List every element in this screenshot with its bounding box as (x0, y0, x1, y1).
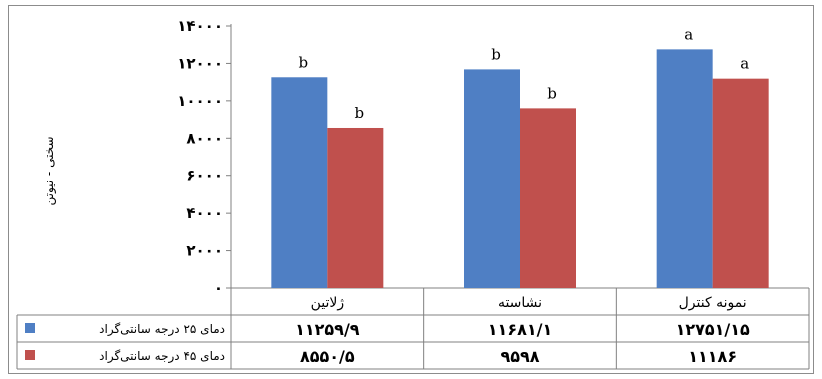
series-name: دمای ۲۵ درجه سانتی‌گراد (99, 322, 225, 337)
legend-swatch (25, 350, 35, 360)
category-label: ژلاتین (311, 295, 345, 311)
y-tick-label: ٢٠٠٠ (186, 242, 223, 260)
y-tick-label: ٨٠٠٠ (186, 129, 223, 147)
bar (712, 78, 769, 288)
table-value: ١١١٨۶ (688, 347, 737, 366)
bar (656, 49, 713, 288)
y-tick-label: ۶٠٠٠ (186, 167, 223, 185)
table-value: ٨۵۵٠/۵ (300, 347, 355, 366)
bar (520, 108, 576, 289)
table-value: ٩۵٩٨ (500, 347, 539, 366)
table-value: ١١٢۵٩/٩ (295, 320, 360, 339)
y-tick-label: ١٢٠٠٠ (177, 54, 223, 72)
y-tick-label: ١۴٠٠٠ (177, 17, 223, 35)
category-label: نمونه کنترل (679, 295, 747, 311)
bar-chart: ٠ ٢٠٠٠ ۴٠٠٠ ۶٠٠٠ ٨٠٠٠ ١٠٠٠٠ ١٢٠٠٠ ١۴٠٠٠ ژلاتین نش… (16, 17, 810, 370)
table-value: ١٢٧۵١/١۵ (676, 320, 750, 339)
significance-letter: a (740, 55, 749, 73)
y-tick-label: ١٠٠٠٠ (177, 92, 223, 110)
category-label: نشاسته (498, 295, 542, 311)
y-tick-label: ٠ (214, 279, 223, 297)
significance-letter: a (684, 25, 693, 43)
bar (327, 127, 384, 289)
significance-letter: b (547, 84, 557, 102)
legend-swatch (25, 323, 35, 333)
bar (464, 69, 520, 288)
significance-letter: b (491, 45, 501, 63)
series-name: دمای ۴۵ درجه سانتی‌گراد (99, 349, 225, 364)
y-tick-label: ۴٠٠٠ (186, 204, 223, 222)
table-value: ١١۶٨١/١ (488, 320, 552, 339)
chart-frame: سختی - نیوتن ٠ ٢٠٠٠ ۴٠٠٠ ۶٠٠٠ ٨٠٠٠ ١٠٠٠٠ ١٢٠٠٠… (8, 5, 814, 374)
significance-letter: b (299, 53, 309, 71)
bar (271, 77, 328, 288)
significance-letter: b (355, 104, 365, 122)
